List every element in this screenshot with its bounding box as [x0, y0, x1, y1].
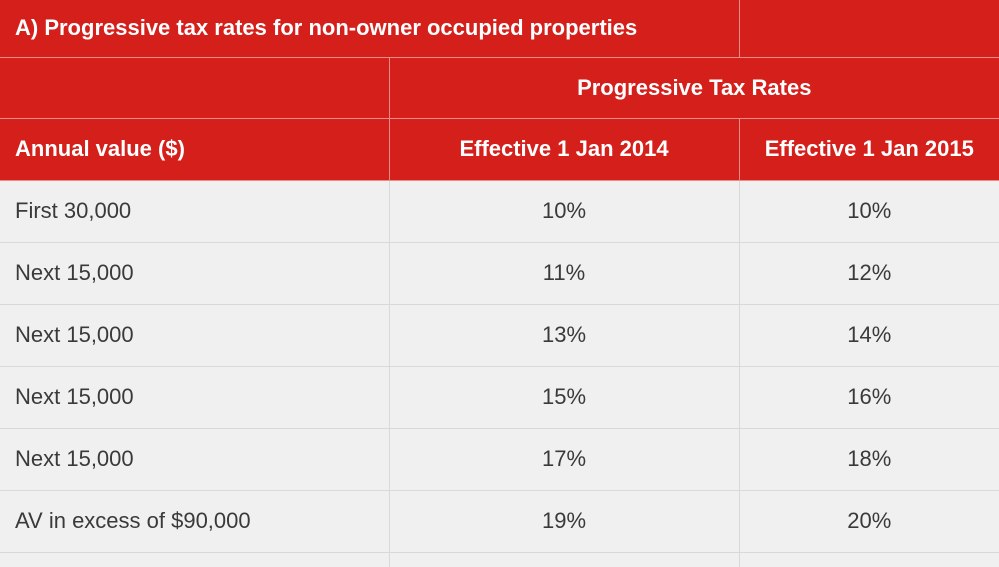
empty-cell: [0, 552, 390, 567]
group-header: Progressive Tax Rates: [389, 57, 999, 119]
column-header-effective-2015: Effective 1 Jan 2015: [739, 118, 999, 181]
table-row: Next 15,000 15% 16%: [0, 366, 999, 429]
annual-value-cell: Next 15,000: [0, 304, 390, 367]
rate-2015-cell: 10%: [739, 180, 999, 243]
group-header-row: Progressive Tax Rates: [0, 57, 999, 119]
rate-2014-cell: 19%: [389, 490, 740, 553]
annual-value-cell: Next 15,000: [0, 366, 390, 429]
title-row-empty-cell: [739, 0, 999, 58]
rate-2015-cell: 12%: [739, 242, 999, 305]
column-header-effective-2014: Effective 1 Jan 2014: [389, 118, 740, 181]
rate-2014-cell: 10%: [389, 180, 740, 243]
table-title-row: A) Progressive tax rates for non-owner o…: [0, 0, 999, 58]
annual-value-cell: Next 15,000: [0, 428, 390, 491]
table-title: A) Progressive tax rates for non-owner o…: [0, 0, 740, 58]
group-header-empty-cell: [0, 57, 390, 119]
rate-2014-cell: 11%: [389, 242, 740, 305]
table-row: Next 15,000 13% 14%: [0, 304, 999, 367]
rate-2014-cell: 17%: [389, 428, 740, 491]
table-row: First 30,000 10% 10%: [0, 180, 999, 243]
rate-2014-cell: 13%: [389, 304, 740, 367]
empty-cell: [739, 552, 999, 567]
annual-value-cell: AV in excess of $90,000: [0, 490, 390, 553]
table-row-partial: [0, 552, 999, 567]
rate-2015-cell: 14%: [739, 304, 999, 367]
rate-2015-cell: 16%: [739, 366, 999, 429]
column-header-row: Annual value ($) Effective 1 Jan 2014 Ef…: [0, 118, 999, 181]
empty-cell: [389, 552, 740, 567]
annual-value-cell: First 30,000: [0, 180, 390, 243]
rate-2014-cell: 15%: [389, 366, 740, 429]
table-row: AV in excess of $90,000 19% 20%: [0, 490, 999, 553]
rate-2015-cell: 18%: [739, 428, 999, 491]
column-header-annual-value: Annual value ($): [0, 118, 390, 181]
annual-value-cell: Next 15,000: [0, 242, 390, 305]
table-row: Next 15,000 17% 18%: [0, 428, 999, 491]
table-row: Next 15,000 11% 12%: [0, 242, 999, 305]
rate-2015-cell: 20%: [739, 490, 999, 553]
